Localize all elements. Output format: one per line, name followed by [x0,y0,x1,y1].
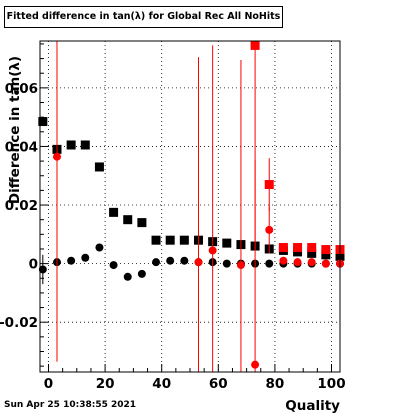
data-point-square [293,243,303,253]
data-point-square [222,238,232,248]
data-point-circle [321,259,330,268]
data-point-square [80,140,90,150]
data-point-circle [265,259,274,268]
data-point-square [264,180,274,190]
x-tick-label: 0 [44,376,53,392]
data-point-square [109,207,119,217]
data-point-circle [265,225,274,234]
data-point-square [307,248,317,258]
chart-title: Fitted difference in tan(λ) for Global R… [4,6,283,28]
data-point-square [66,140,76,150]
data-point-square [179,235,189,245]
y-tick-label: -0.02 [0,315,38,331]
data-point-square [321,245,331,255]
data-point-circle [208,246,217,255]
series-3 [52,41,344,372]
data-point-circle [67,256,76,265]
data-point-circle [81,253,90,262]
y-tick-label: 0.04 [5,139,38,155]
data-point-square [137,218,147,228]
data-point-square [38,117,48,127]
data-point-square [165,235,175,245]
data-point-square [123,215,133,225]
x-tick-label: 60 [209,376,228,392]
data-point-circle [38,265,47,274]
x-tick-label: 100 [317,376,345,392]
data-point-circle [180,256,189,265]
x-tick-label: 40 [152,376,171,392]
data-point-square [151,235,161,245]
data-point-circle [236,261,245,270]
y-tick-label: 0 [29,257,38,273]
x-tick-label: 80 [266,376,285,392]
data-point-circle [95,243,104,252]
x-axis-label: Quality [285,398,340,414]
data-point-circle [109,261,118,270]
data-point-square [94,162,104,172]
data-point-square [321,250,331,260]
data-point-circle [152,258,161,267]
x-tick-label: 20 [96,376,115,392]
y-tick-label: 0.02 [5,198,38,214]
y-axis-label: Difference in tan(λ) [7,56,23,204]
data-point-circle [123,272,132,281]
data-point-circle [279,256,288,265]
data-point-circle [52,152,61,161]
series-layer [38,40,345,372]
data-point-square [250,40,260,50]
axes: 0 20 40 60 80 100 -0.02 0 0.02 0.04 0.06 [0,43,346,392]
data-point-circle [222,259,231,268]
data-point-circle [166,256,175,265]
timestamp: Sun Apr 25 10:38:55 2021 [4,400,137,410]
data-point-square [307,243,317,253]
data-point-circle [137,269,146,278]
data-point-circle [307,258,316,267]
data-point-circle [293,258,302,267]
data-point-square [278,243,288,253]
data-point-circle [251,360,260,369]
y-tick-label: 0.06 [5,81,38,97]
data-point-circle [194,258,203,267]
